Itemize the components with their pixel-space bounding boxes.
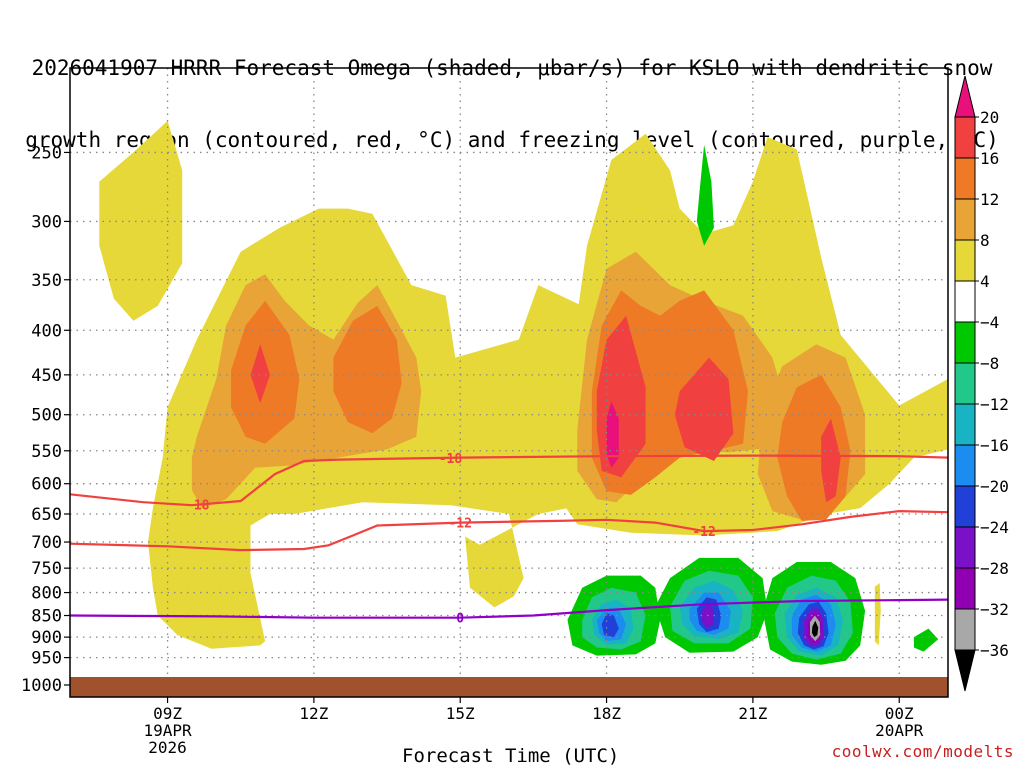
colorbar-segment-1 xyxy=(954,116,976,159)
y-tick-label-400: 400 xyxy=(31,321,62,341)
colorbar: 20 16 12 8 4 −4 −8 −12 −16 −20 −24 −28 −32 −36 xyxy=(954,75,1009,692)
colorbar-segment-4 xyxy=(954,239,976,282)
y-axis: 2503003504004505005506006507007508008509… xyxy=(21,143,70,696)
omega-region-right-peak-2 xyxy=(674,357,734,461)
colorbar-label-1: 16 xyxy=(980,149,999,168)
contour-label-dgz_minus12-0: -12 xyxy=(448,517,471,532)
y-tick-label-600: 600 xyxy=(31,475,62,495)
contour-label-dgz_minus12-1: -12 xyxy=(692,525,715,540)
x-tick-label-24-0: 00Z xyxy=(885,704,914,723)
y-tick-label-500: 500 xyxy=(31,406,62,426)
y-tick-label-1000: 1000 xyxy=(21,676,62,696)
colorbar-segment-6 xyxy=(954,321,976,364)
colorbar-label-3: 8 xyxy=(980,231,990,250)
omega-region-upper-green xyxy=(696,144,714,246)
omega-region-cell-1-g20 xyxy=(601,613,619,638)
omega-region-main-strong-right xyxy=(333,305,402,434)
colorbar-segment-10 xyxy=(954,485,976,528)
x-tick-label-18-0: 18Z xyxy=(592,704,621,723)
y-tick-label-550: 550 xyxy=(31,442,62,462)
colorbar-segment-12 xyxy=(954,567,976,610)
x-tick-label-9-0: 09Z xyxy=(153,704,182,723)
colorbar-segment-3 xyxy=(954,198,976,241)
credit-link[interactable]: coolwx.com/modelts xyxy=(831,742,1014,761)
colorbar-label-13: −36 xyxy=(980,641,1009,660)
x-tick-label-21-0: 21Z xyxy=(738,704,767,723)
omega-region-small-green xyxy=(913,628,939,652)
colorbar-segment-0 xyxy=(954,75,976,118)
omega-shading-layer xyxy=(99,120,948,665)
omega-region-main-peak xyxy=(250,344,270,404)
colorbar-label-11: −28 xyxy=(980,559,1009,578)
colorbar-label-7: −12 xyxy=(980,395,1009,414)
x-tick-label-9-2: 2026 xyxy=(148,738,187,757)
y-tick-label-850: 850 xyxy=(31,607,62,627)
colorbar-segment-8 xyxy=(954,403,976,446)
x-axis-label: Forecast Time (UTC) xyxy=(402,745,620,767)
y-tick-label-800: 800 xyxy=(31,584,62,604)
colorbar-segment-7 xyxy=(954,362,976,405)
colorbar-label-6: −8 xyxy=(980,354,999,373)
y-tick-label-650: 650 xyxy=(31,505,62,525)
colorbar-label-10: −24 xyxy=(980,518,1009,537)
contour-label-dgz_minus18-1: -18 xyxy=(439,452,463,467)
colorbar-label-0: 20 xyxy=(980,108,999,127)
omega-region-small-yellow-1 xyxy=(874,583,881,646)
omega-region-upper-left-weak xyxy=(99,120,183,321)
y-tick-label-350: 350 xyxy=(31,271,62,291)
colorbar-segment-13 xyxy=(954,608,976,651)
y-tick-label-450: 450 xyxy=(31,366,62,386)
colorbar-segment-14 xyxy=(954,649,976,692)
colorbar-segment-2 xyxy=(954,157,976,200)
colorbar-label-9: −20 xyxy=(980,477,1009,496)
ground-bar xyxy=(70,677,948,697)
y-tick-label-300: 300 xyxy=(31,212,62,232)
colorbar-segment-11 xyxy=(954,526,976,569)
colorbar-label-12: −32 xyxy=(980,600,1009,619)
x-tick-label-15-0: 15Z xyxy=(446,704,475,723)
colorbar-segment-9 xyxy=(954,444,976,487)
x-tick-label-9-1: 19APR xyxy=(143,721,192,740)
contour-dgz_minus12 xyxy=(69,509,949,552)
omega-region-right-peak-3 xyxy=(821,418,841,503)
contour-label-freezing_level-0: 0 xyxy=(456,612,464,627)
colorbar-segment-5 xyxy=(954,280,976,323)
contour-label-dgz_minus18-0: 18 xyxy=(194,498,210,513)
colorbar-label-8: −16 xyxy=(980,436,1009,455)
contour-layer: 18 -18 -12 -12 0 xyxy=(69,452,949,627)
y-tick-label-900: 900 xyxy=(31,628,62,648)
y-tick-label-750: 750 xyxy=(31,559,62,579)
x-tick-label-24-1: 20APR xyxy=(875,721,924,740)
colorbar-label-2: 12 xyxy=(980,190,999,209)
y-tick-label-950: 950 xyxy=(31,649,62,669)
contour-dgz_minus18 xyxy=(69,454,949,507)
y-tick-label-700: 700 xyxy=(31,533,62,553)
plot-frame xyxy=(69,67,949,698)
grid-layer xyxy=(70,68,948,677)
y-tick-label-250: 250 xyxy=(31,143,62,163)
contour-freezing_level xyxy=(69,598,949,619)
x-tick-label-12-0: 12Z xyxy=(299,704,328,723)
omega-region-cell-3-g36 xyxy=(811,620,819,638)
colorbar-label-5: −4 xyxy=(980,313,999,332)
colorbar-label-4: 4 xyxy=(980,272,990,291)
